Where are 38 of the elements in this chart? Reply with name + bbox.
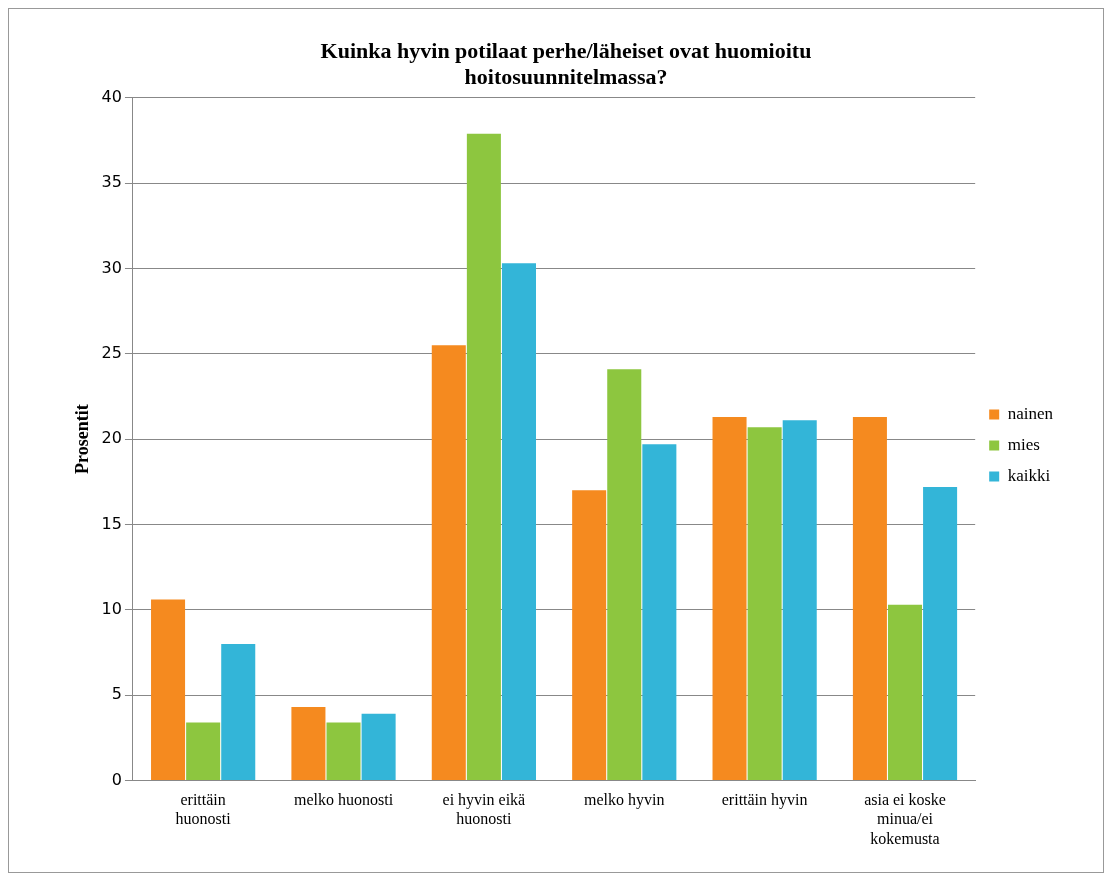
x-tick-label: erittäin hyvin — [721, 791, 808, 810]
y-tick-label: 20 — [101, 428, 122, 448]
bar — [466, 133, 501, 780]
bar — [221, 643, 256, 780]
bar — [326, 722, 361, 780]
y-axis-title: Prosentit — [72, 404, 93, 474]
bar — [431, 345, 466, 780]
y-tick-label: 15 — [101, 513, 122, 533]
x-tick-label: melko huonosti — [293, 791, 394, 809]
bar — [712, 416, 747, 780]
bar — [186, 722, 221, 780]
legend-label: kaikki — [1007, 465, 1051, 485]
bar — [923, 486, 958, 780]
bar — [572, 490, 607, 780]
bar — [642, 444, 677, 780]
legend-label: mies — [1007, 434, 1040, 454]
y-tick-label: 40 — [101, 86, 122, 106]
chart-title: Kuinka hyvin potilaat perhe/läheiset ovat huomioitu hoitosuunnitelmassa? — [320, 37, 812, 90]
bar — [501, 263, 536, 780]
x-tick-label: erittäin huonosti — [175, 791, 232, 828]
y-tick-label: 5 — [111, 684, 122, 704]
bar — [291, 707, 326, 780]
bar — [852, 416, 887, 780]
bar — [782, 420, 817, 780]
y-tick-label: 25 — [101, 342, 122, 362]
legend-label: nainen — [1007, 403, 1054, 423]
bar — [747, 427, 782, 780]
y-tick-label: 30 — [101, 257, 122, 277]
y-tick-label: 10 — [101, 598, 122, 618]
bar — [151, 599, 186, 780]
bar — [361, 713, 396, 780]
bar — [887, 604, 923, 780]
x-tick-label: ei hyvin eikä huonosti — [442, 791, 526, 828]
x-tick-label: melko hyvin — [584, 791, 665, 810]
bar — [607, 369, 642, 780]
y-tick-label: 35 — [101, 172, 122, 192]
x-tick-label: asia ei koske minua/ei kokemusta — [864, 791, 946, 847]
y-tick-label: 0 — [111, 769, 122, 789]
